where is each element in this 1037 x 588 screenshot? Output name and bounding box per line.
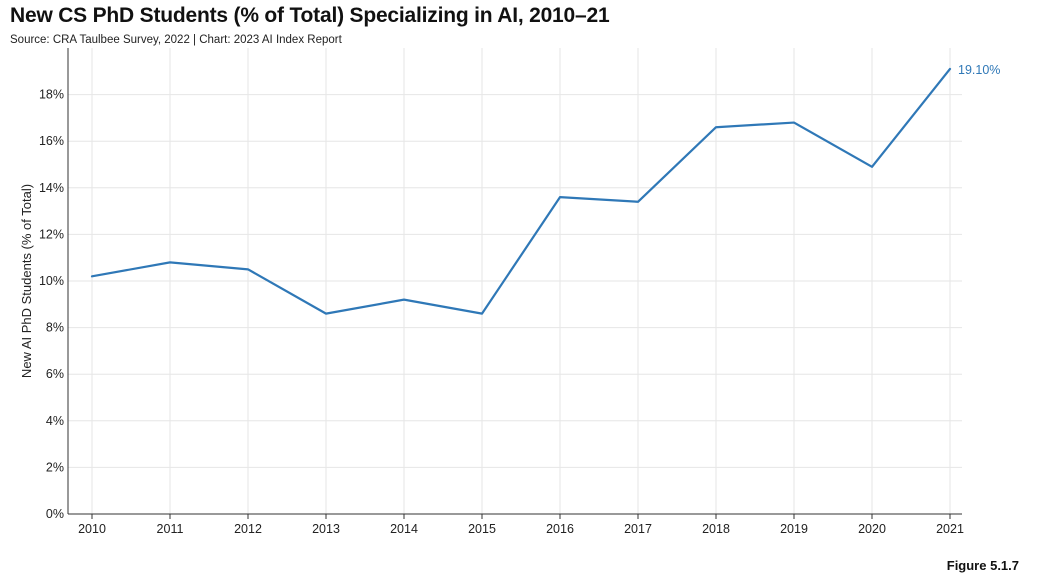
x-tick-label: 2020 <box>858 522 886 536</box>
data-point-2020 <box>870 164 875 169</box>
x-tick-label: 2011 <box>157 522 184 536</box>
y-tick-label: 10% <box>39 274 64 288</box>
series-line <box>90 67 952 315</box>
x-tick-label: 2015 <box>468 522 496 536</box>
x-tick-label: 2017 <box>624 522 652 536</box>
data-point-2017 <box>636 199 641 204</box>
x-tick-label: 2010 <box>78 522 106 536</box>
y-axis-label: New AI PhD Students (% of Total) <box>19 184 34 378</box>
chart-source: Source: CRA Taulbee Survey, 2022 | Chart… <box>10 34 342 46</box>
x-tick-label: 2021 <box>936 522 964 536</box>
data-point-2021 <box>948 66 953 71</box>
x-tick-label: 2019 <box>780 522 808 536</box>
x-tick-label: 2014 <box>390 522 418 536</box>
x-tick-label: 2012 <box>234 522 262 536</box>
y-tick-label: 14% <box>39 181 64 195</box>
y-tick-label: 4% <box>46 414 64 428</box>
y-tick-label: 12% <box>39 227 64 241</box>
x-axis-ticks: 2010 2011 2012 2013 2014 2015 2016 2017 2018 2019… <box>78 514 964 536</box>
data-point-2014 <box>402 297 407 302</box>
y-tick-label: 8% <box>46 321 64 335</box>
gridlines <box>68 48 962 514</box>
data-point-2011 <box>168 260 173 265</box>
y-axis-ticks: 0% 2% 4% 6% 8% 10% 12% 14% 16% 18% <box>39 88 64 521</box>
data-point-2015 <box>480 311 485 316</box>
y-tick-label: 6% <box>46 367 64 381</box>
figure-label: Figure 5.1.7 <box>946 558 1019 573</box>
series-group: 19.10% <box>90 63 1000 316</box>
y-tick-label: 16% <box>39 134 64 148</box>
x-tick-label: 2018 <box>702 522 730 536</box>
chart-title: New CS PhD Students (% of Total) Special… <box>10 4 610 27</box>
data-point-2013 <box>324 311 329 316</box>
data-point-2012 <box>246 267 251 272</box>
x-tick-label: 2013 <box>312 522 340 536</box>
data-point-2016 <box>558 195 563 200</box>
y-tick-label: 2% <box>46 460 64 474</box>
axes <box>67 48 962 515</box>
data-point-2019 <box>792 120 797 125</box>
data-point-2010 <box>90 274 95 279</box>
x-tick-label: 2016 <box>546 522 574 536</box>
y-tick-label: 18% <box>39 88 64 102</box>
data-point-2018 <box>714 125 719 130</box>
data-label-2021: 19.10% <box>958 63 1000 77</box>
y-tick-label: 0% <box>46 507 64 521</box>
